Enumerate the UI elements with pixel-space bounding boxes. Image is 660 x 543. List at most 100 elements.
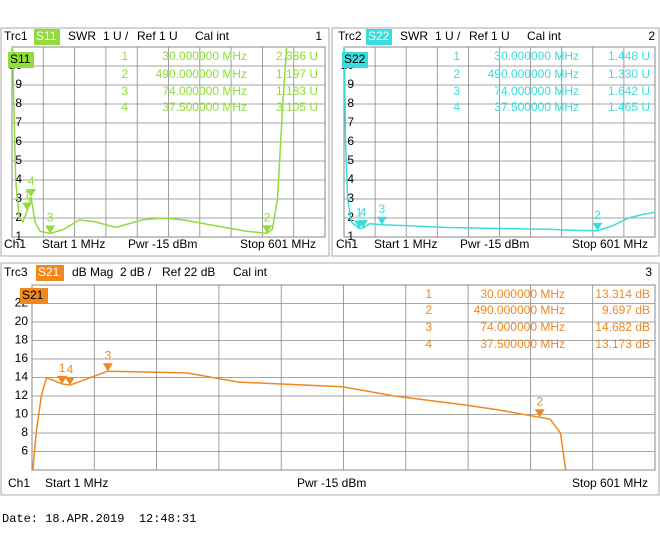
y-tick-label: 10 <box>15 407 29 421</box>
marker-id: 4 <box>121 100 128 114</box>
trace-tag: S11 <box>10 52 31 66</box>
marker-value: 1.183 U <box>276 84 318 98</box>
y-tick-label: 8 <box>347 96 354 110</box>
marker-number: 3 <box>104 348 111 362</box>
marker-number: 1 <box>59 361 66 375</box>
marker-number: 4 <box>360 205 367 219</box>
trace-tag-box <box>342 52 368 68</box>
marker-value: 3.105 U <box>276 100 318 114</box>
y-tick-label: 14 <box>15 370 29 384</box>
marker-number: 2 <box>536 394 543 408</box>
param-label: S21 <box>38 265 60 279</box>
footer-stop: Stop 601 MHz <box>572 476 648 490</box>
marker-id: 3 <box>425 320 432 334</box>
y-tick-label: 3 <box>347 191 354 205</box>
y-tick-label: 8 <box>15 96 22 110</box>
marker-value: 2.386 U <box>276 49 318 63</box>
y-tick-label: 9 <box>15 77 22 91</box>
date-stamp: Date: 18.APR.2019 12:48:31 <box>2 512 196 526</box>
header-scale: 2 dB / <box>120 265 152 279</box>
marker-value: 1.330 U <box>608 67 650 81</box>
y-tick-label: 1 <box>15 229 22 243</box>
marker-number: 1 <box>24 188 31 202</box>
y-tick-label: 5 <box>15 153 22 167</box>
header-format: SWR <box>68 29 96 43</box>
trace-number: 3 <box>645 265 652 279</box>
marker-value: 1.465 U <box>608 100 650 114</box>
marker-frequency: 30.000000 MHz <box>494 49 579 63</box>
y-tick-label: 1 <box>347 229 354 243</box>
y-tick-label: 7 <box>15 115 22 129</box>
y-tick-label: 9 <box>347 77 354 91</box>
marker-frequency: 490.000000 MHz <box>474 303 565 317</box>
marker-value: 1.448 U <box>608 49 650 63</box>
y-tick-label: 12 <box>15 388 29 402</box>
marker-number: 3 <box>378 202 385 216</box>
marker <box>376 216 387 225</box>
y-tick-label: 7 <box>347 115 354 129</box>
marker-id: 4 <box>453 100 460 114</box>
footer-start: Start 1 MHz <box>374 237 437 251</box>
footer-stop: Stop 601 MHz <box>572 237 648 251</box>
marker-id: 2 <box>121 67 128 81</box>
y-tick-label: 6 <box>21 444 28 458</box>
marker-number: 3 <box>47 211 54 225</box>
trace-line <box>12 47 288 235</box>
param-box <box>36 265 64 281</box>
marker-id: 1 <box>425 287 432 301</box>
panel-frame <box>331 27 660 257</box>
y-tick-label: 6 <box>15 134 22 148</box>
y-tick-label: 18 <box>15 333 29 347</box>
marker-value: 14.682 dB <box>595 320 650 334</box>
marker-number: 2 <box>264 210 271 224</box>
marker <box>57 375 68 384</box>
marker-frequency: 490.000000 MHz <box>488 67 579 81</box>
footer-channel: Ch1 <box>8 476 30 490</box>
marker-frequency: 74.000000 MHz <box>480 320 565 334</box>
marker-frequency: 30.000000 MHz <box>162 49 247 63</box>
header-cal: Cal int <box>527 29 562 43</box>
marker-frequency: 37.500000 MHz <box>494 100 579 114</box>
header-ref: Ref 22 dB <box>162 265 215 279</box>
marker <box>22 202 33 211</box>
y-tick-label: 6 <box>347 134 354 148</box>
marker-id: 1 <box>121 49 128 63</box>
marker-frequency: 37.500000 MHz <box>162 100 247 114</box>
marker-value: 1.642 U <box>608 84 650 98</box>
y-tick-label: 8 <box>21 425 28 439</box>
marker-id: 3 <box>121 84 128 98</box>
y-tick-label: 4 <box>15 172 22 186</box>
header-cal: Cal int <box>195 29 230 43</box>
marker-frequency: 30.000000 MHz <box>480 287 565 301</box>
trace-tag: S22 <box>344 52 366 66</box>
marker-id: 4 <box>425 337 432 351</box>
trace-line <box>344 47 655 232</box>
y-tick-label: 4 <box>347 172 354 186</box>
marker-number: 4 <box>28 174 35 188</box>
param-box <box>34 29 60 45</box>
header-trace: Trc1 <box>4 29 28 43</box>
y-tick-label: 5 <box>347 153 354 167</box>
marker-value: 13.314 dB <box>595 287 650 301</box>
trace-number: 2 <box>648 29 655 43</box>
marker <box>534 409 545 418</box>
marker <box>64 377 75 386</box>
header-format: dB Mag <box>72 265 113 279</box>
trace-tag-box <box>8 52 34 68</box>
header-format: SWR <box>400 29 428 43</box>
footer-stop: Stop 601 MHz <box>240 237 316 251</box>
header-trace: Trc3 <box>4 265 28 279</box>
marker-frequency: 74.000000 MHz <box>162 84 247 98</box>
header-cal: Cal int <box>233 265 268 279</box>
footer-power: Pwr -15 dBm <box>297 476 366 490</box>
param-label: S11 <box>36 29 57 43</box>
footer-power: Pwr -15 dBm <box>128 237 197 251</box>
marker <box>262 225 273 234</box>
marker-number: 1 <box>356 206 363 220</box>
marker-number: 2 <box>594 208 601 222</box>
header-ref: Ref 1 U <box>137 29 178 43</box>
marker-id: 3 <box>453 84 460 98</box>
marker-value: 9.697 dB <box>602 303 650 317</box>
